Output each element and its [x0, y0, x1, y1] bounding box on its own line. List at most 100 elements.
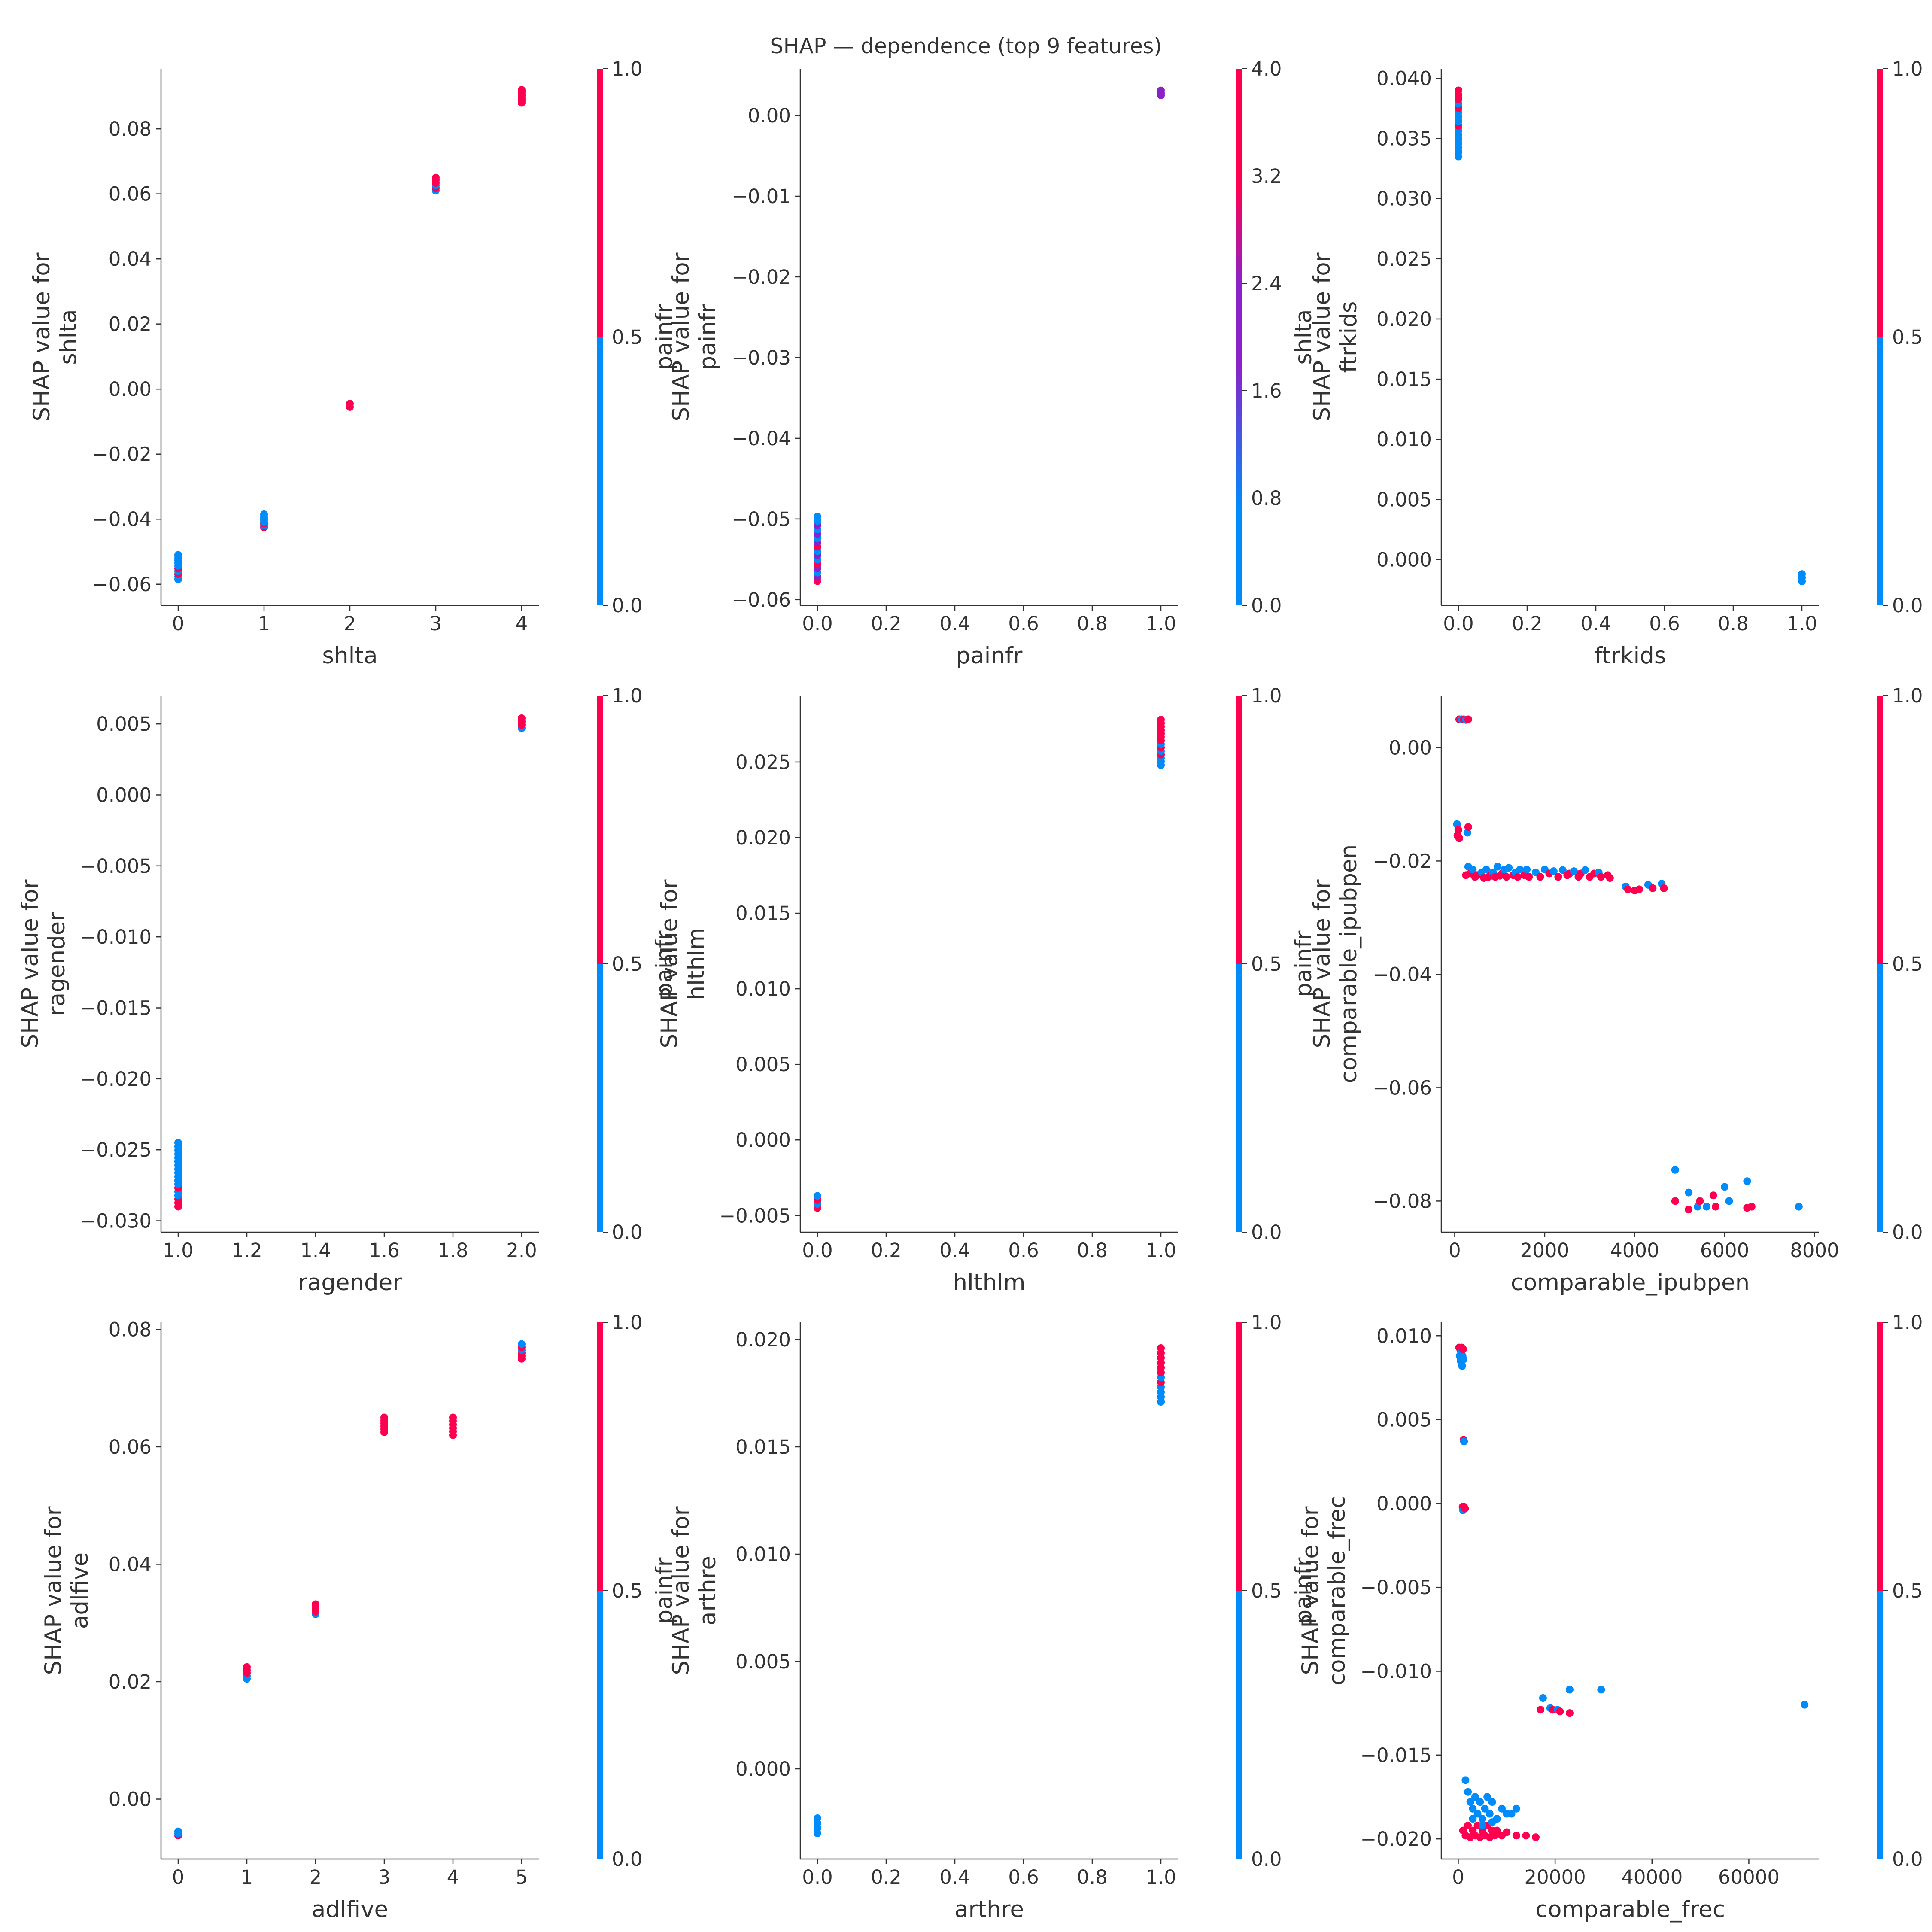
data-points: [1455, 86, 1806, 585]
data-point: [1685, 1206, 1693, 1214]
data-point: [1516, 866, 1524, 874]
data-point: [1157, 1344, 1165, 1352]
panel-adlfive: 0 1 2 3 4 5 0.00 0.02 0.04 0.06 0.08 adlfive SHAP va…: [40, 1311, 677, 1923]
y-tick-label: 0.020: [735, 1328, 791, 1351]
y-tick-label: 0.025: [735, 751, 791, 774]
data-points: [174, 1340, 526, 1840]
x-tick-label: 0.8: [1077, 612, 1108, 635]
x-tick-label: 60000: [1718, 1866, 1780, 1889]
data-point: [1747, 1203, 1756, 1211]
data-point: [1532, 1833, 1540, 1841]
y-tick-label: −0.02: [92, 443, 152, 466]
colorbar-tick-label: 1.0: [612, 58, 643, 80]
colorbar-tick-label: 0.5: [1251, 1580, 1282, 1602]
y-tick-label: 0.020: [1376, 308, 1432, 331]
x-tick-label: 0.0: [802, 1866, 833, 1889]
y-tick-label: 0.010: [1376, 1324, 1432, 1347]
x-tick-label: 0.6: [1008, 612, 1039, 635]
data-point: [518, 86, 526, 94]
data-point: [1478, 1821, 1486, 1829]
y-tick-label: 0.010: [1376, 428, 1432, 451]
y-tick-label: −0.010: [80, 926, 152, 948]
x-tick-label: 2: [344, 612, 356, 635]
x-axis-label: comparable_ipubpen: [1511, 1270, 1750, 1296]
y-tick-label: −0.015: [80, 997, 152, 1020]
x-tick-label: 1.2: [231, 1239, 262, 1262]
data-point: [1464, 1821, 1472, 1829]
data-point: [1466, 1798, 1474, 1806]
y-axis-label: SHAP value forcomparable_ipubpen: [1309, 844, 1362, 1084]
x-tick-label: 1.6: [369, 1239, 400, 1262]
y-tick-label: 0.010: [735, 1543, 791, 1566]
x-tick-label: 0.4: [939, 1866, 970, 1889]
y-tick-label: 0.06: [109, 1436, 152, 1458]
x-axis-label: ragender: [298, 1270, 402, 1296]
y-axis-label: SHAP value forcomparable_frec: [1297, 1496, 1350, 1686]
colorbar-tick-label: 4.0: [1251, 58, 1282, 80]
data-point: [1459, 1355, 1467, 1363]
data-point: [1461, 1776, 1470, 1784]
y-tick-label: −0.01: [732, 185, 791, 208]
panel-shlta: 0 1 2 3 4 −0.06 −0.04 −0.02 0.00 0.02 0.04 0.06 0.08…: [29, 58, 677, 669]
data-point: [243, 1663, 251, 1671]
data-point: [1488, 1798, 1496, 1806]
y-tick-label: 0.015: [735, 1436, 791, 1458]
data-point: [814, 1814, 821, 1822]
y-axis-label: SHAP value forhlthlm: [656, 879, 709, 1048]
y-tick-label: −0.030: [80, 1210, 152, 1233]
data-point: [1721, 1183, 1728, 1191]
colorbar-tick-label: 0.0: [612, 1221, 643, 1244]
data-points: [1453, 715, 1803, 1214]
colorbar: [1236, 1322, 1242, 1859]
x-tick-label: 0.2: [871, 612, 902, 635]
colorbar-tick-label: 0.8: [1251, 487, 1282, 510]
x-tick-label: 1: [258, 612, 270, 635]
data-point: [1558, 866, 1567, 874]
data-point: [1523, 866, 1531, 874]
y-axis-label: SHAP value forpainfr: [668, 252, 721, 421]
data-point: [1461, 1504, 1469, 1513]
y-tick-label: 0.02: [109, 313, 152, 336]
colorbar-tick-label: 0.5: [612, 1580, 643, 1602]
panel-hlthlm: 0.0 0.2 0.4 0.6 0.8 1.0 −0.005 0.000 0.005 0.010 0…: [656, 684, 1317, 1296]
x-tick-label: 20000: [1525, 1866, 1586, 1889]
colorbar-tick-label: 0.5: [612, 326, 643, 349]
data-points: [174, 86, 526, 583]
x-tick-label: 0.2: [871, 1239, 902, 1262]
x-tick-label: 5: [516, 1866, 528, 1889]
y-tick-label: −0.03: [732, 346, 791, 369]
x-tick-label: 4000: [1610, 1239, 1659, 1262]
y-tick-label: −0.020: [80, 1068, 152, 1091]
colorbar-tick-label: 0.5: [1892, 326, 1923, 349]
x-tick-label: 0.2: [1512, 612, 1543, 635]
data-point: [1685, 1188, 1693, 1197]
colorbar: [597, 69, 603, 605]
colorbar-tick-label: 1.0: [1892, 1311, 1923, 1334]
data-point: [1549, 867, 1558, 875]
data-point: [1454, 826, 1462, 834]
data-point: [1624, 885, 1632, 893]
data-point: [1537, 1706, 1545, 1714]
data-point: [1455, 86, 1462, 94]
y-tick-label: 0.04: [109, 248, 152, 270]
data-point: [1503, 1828, 1511, 1836]
data-point: [1649, 884, 1657, 892]
x-tick-label: 3: [430, 612, 442, 635]
data-point: [1473, 1810, 1482, 1818]
y-tick-label: 0.00: [748, 104, 791, 127]
data-point: [1709, 1191, 1717, 1200]
x-tick-label: 2000: [1520, 1239, 1570, 1262]
colorbar-tick-label: 1.0: [1251, 684, 1282, 707]
y-tick-label: 0.08: [109, 118, 152, 140]
data-point: [1482, 866, 1490, 874]
y-tick-label: 0.005: [735, 1053, 791, 1076]
data-point: [1725, 1197, 1733, 1205]
x-tick-label: 0.4: [939, 612, 970, 635]
colorbar-tick-label: 0.0: [1251, 1221, 1282, 1244]
colorbar-label: painfr: [651, 304, 677, 370]
data-point: [1459, 1345, 1467, 1353]
y-axis-label: SHAP value forshlta: [29, 252, 82, 421]
data-point: [1507, 1810, 1516, 1818]
x-tick-label: 1.8: [437, 1239, 468, 1262]
x-tick-label: 0.4: [939, 1239, 970, 1262]
